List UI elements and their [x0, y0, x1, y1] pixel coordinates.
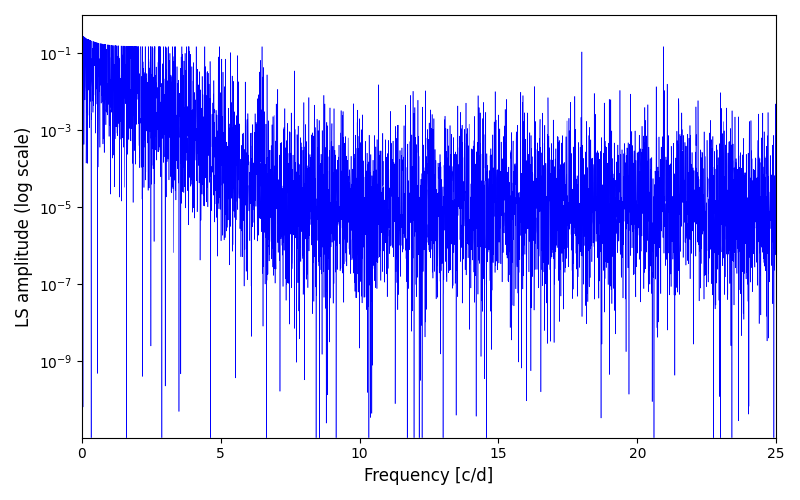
- X-axis label: Frequency [c/d]: Frequency [c/d]: [364, 467, 494, 485]
- Y-axis label: LS amplitude (log scale): LS amplitude (log scale): [15, 126, 33, 326]
